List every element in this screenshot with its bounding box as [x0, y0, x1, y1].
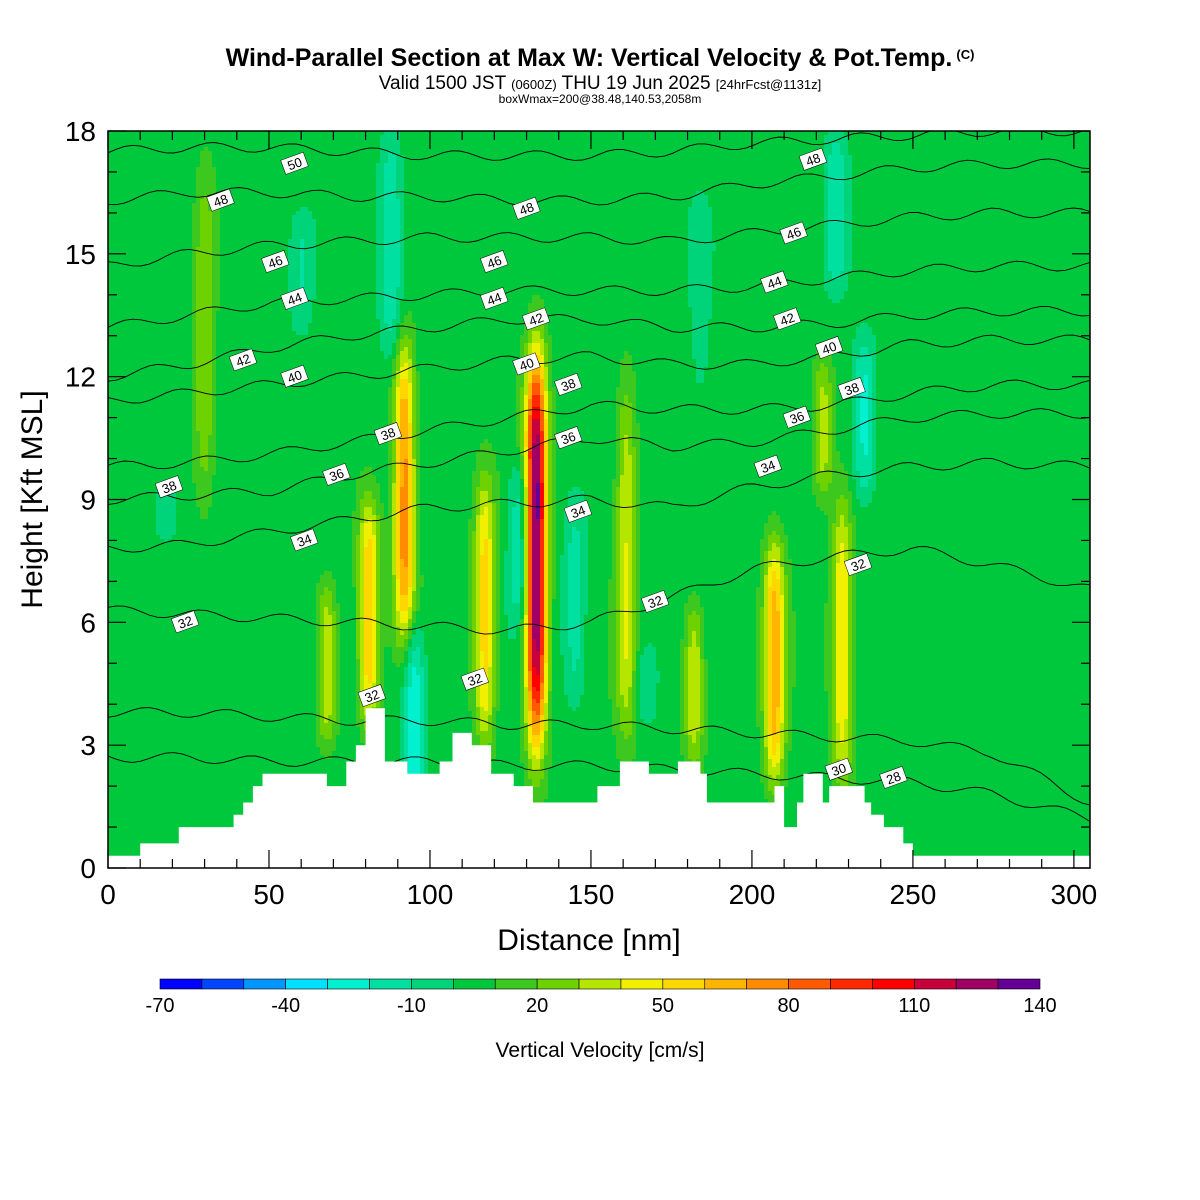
- x-tick-label: 50: [253, 879, 284, 910]
- y-tick-label: 6: [80, 607, 96, 638]
- colorbar-swatch: [747, 979, 789, 989]
- y-tick-label: 18: [65, 116, 96, 147]
- y-tick-label: 15: [65, 239, 96, 270]
- y-tick-label: 3: [80, 730, 96, 761]
- colorbar-tick-label: -40: [271, 995, 300, 1017]
- y-tick-label: 9: [80, 485, 96, 516]
- colorbar-label: Vertical Velocity [cm/s]: [496, 1039, 705, 1062]
- x-tick-label: 0: [100, 879, 116, 910]
- colorbar-swatch: [286, 979, 328, 989]
- colorbar-swatch: [872, 979, 914, 989]
- velocity-field: [108, 131, 1093, 872]
- colorbar-swatch: [663, 979, 705, 989]
- y-tick-label: 12: [65, 362, 96, 393]
- x-tick-label: 100: [407, 879, 454, 910]
- x-tick-label: 300: [1051, 879, 1098, 910]
- colorbar-swatch: [914, 979, 956, 989]
- colorbar-tick-label: -10: [397, 995, 426, 1017]
- x-tick-label: 200: [729, 879, 776, 910]
- colorbar-swatch: [621, 979, 663, 989]
- colorbar-tick-label: 140: [1023, 995, 1056, 1017]
- cross-section-chart: 5048 484846 464644 44444242 42404040383838 38…: [0, 0, 1200, 1200]
- colorbar-swatch: [328, 979, 370, 989]
- colorbar-swatch: [244, 979, 286, 989]
- colorbar-tick-label: -70: [146, 995, 175, 1017]
- colorbar-swatch: [537, 979, 579, 989]
- y-tick-label: 0: [80, 853, 96, 884]
- x-tick-label: 150: [568, 879, 615, 910]
- colorbar-swatch: [705, 979, 747, 989]
- colorbar-swatch: [160, 979, 202, 989]
- colorbar-swatch: [495, 979, 537, 989]
- x-tick-label: 250: [890, 879, 937, 910]
- colorbar-tick-label: 110: [898, 995, 930, 1017]
- colorbar-tick-label: 80: [777, 995, 799, 1017]
- colorbar-swatch: [998, 979, 1040, 989]
- colorbar-swatch: [579, 979, 621, 989]
- colorbar-swatch: [453, 979, 495, 989]
- y-axis-label: Height [Kft MSL]: [16, 390, 49, 608]
- colorbar: -70 -40 -10 20 50 80 110 140 Vertical Velocity […: [146, 979, 1057, 1062]
- colorbar-tick-label: 50: [652, 995, 674, 1017]
- colorbar-swatch: [202, 979, 244, 989]
- x-axis-label: Distance [nm]: [497, 924, 680, 957]
- colorbar-swatch: [411, 979, 453, 989]
- colorbar-tick-label: 20: [526, 995, 548, 1017]
- colorbar-swatch: [370, 979, 412, 989]
- colorbar-swatch: [956, 979, 998, 989]
- colorbar-swatch: [789, 979, 831, 989]
- colorbar-swatch: [830, 979, 872, 989]
